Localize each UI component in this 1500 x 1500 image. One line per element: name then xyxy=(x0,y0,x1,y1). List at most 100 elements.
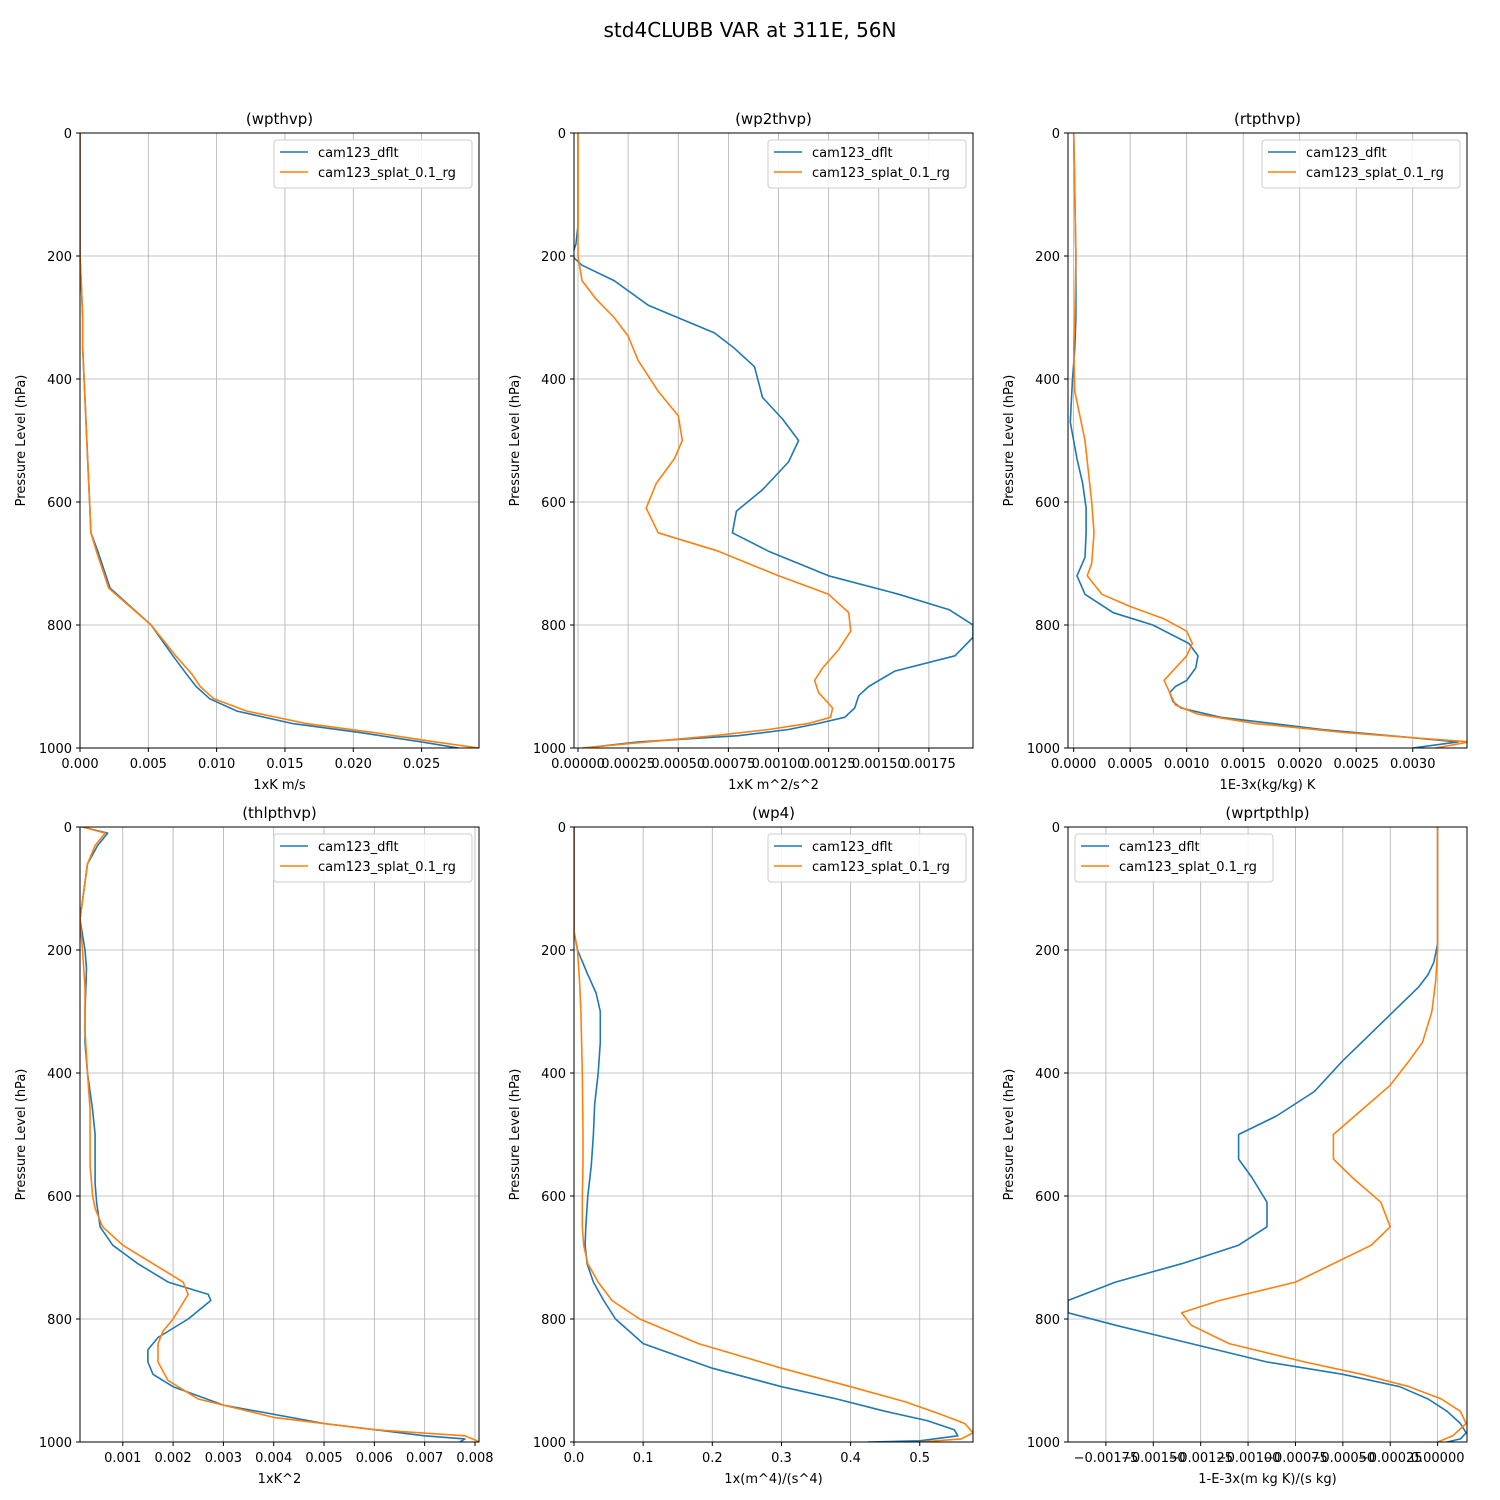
x-tick-label: 0.010 xyxy=(198,757,235,772)
y-tick-label: 800 xyxy=(47,1313,72,1328)
panel-title: (thlpthvp) xyxy=(242,804,317,822)
x-tick-label: 0.0000 xyxy=(1051,757,1097,772)
x-tick-label: 0.0020 xyxy=(1277,757,1323,772)
y-tick-label: 400 xyxy=(1035,373,1060,388)
x-tick-label: 0.008 xyxy=(456,1451,493,1466)
y-axis-label: Pressure Level (hPa) xyxy=(1002,375,1017,507)
y-tick-label: 600 xyxy=(1035,496,1060,511)
x-tick-label: 0.00100 xyxy=(752,757,806,772)
x-tick-label: 0.3 xyxy=(771,1451,792,1466)
figure-title: std4CLUBB VAR at 311E, 56N xyxy=(604,18,897,42)
x-axis-label: 1E-3x(kg/kg) K xyxy=(1220,778,1316,793)
x-tick-label: 0.1 xyxy=(633,1451,654,1466)
legend-label: cam123_dflt xyxy=(812,146,893,161)
panel-title: (wprtpthlp) xyxy=(1225,804,1309,822)
y-tick-label: 800 xyxy=(1035,619,1060,634)
y-tick-label: 0 xyxy=(558,821,566,836)
x-axis-label: 1xK^2 xyxy=(258,1472,302,1487)
y-tick-label: 800 xyxy=(541,1313,566,1328)
x-tick-label: 0.5 xyxy=(909,1451,930,1466)
x-axis-label: 1xK m/s xyxy=(253,778,306,793)
legend-label: cam123_dflt xyxy=(318,146,399,161)
y-tick-label: 400 xyxy=(47,373,72,388)
y-tick-label: 1000 xyxy=(1027,1436,1060,1451)
panel-title: (wpthvp) xyxy=(246,110,313,128)
y-axis-label: Pressure Level (hPa) xyxy=(14,375,29,507)
x-tick-label: 0.007 xyxy=(406,1451,443,1466)
y-tick-label: 800 xyxy=(47,619,72,634)
y-tick-label: 0 xyxy=(64,821,72,836)
x-tick-label: 0.0030 xyxy=(1390,757,1436,772)
y-tick-label: 600 xyxy=(47,496,72,511)
x-tick-label: 0.00150 xyxy=(852,757,906,772)
y-tick-label: 1000 xyxy=(533,742,566,757)
y-axis-label: Pressure Level (hPa) xyxy=(1002,1069,1017,1201)
x-tick-label: 0.000 xyxy=(61,757,98,772)
y-tick-label: 400 xyxy=(541,1067,566,1082)
x-tick-label: 0.005 xyxy=(305,1451,342,1466)
y-tick-label: 600 xyxy=(541,1190,566,1205)
legend-label: cam123_dflt xyxy=(812,840,893,855)
y-axis-label: Pressure Level (hPa) xyxy=(14,1069,29,1201)
x-tick-label: 0.0010 xyxy=(1164,757,1210,772)
x-tick-label: 0.020 xyxy=(335,757,372,772)
x-tick-label: 0.0025 xyxy=(1333,757,1379,772)
x-axis-label: 1-E-3x(m kg K)/(s kg) xyxy=(1198,1472,1336,1487)
y-tick-label: 0 xyxy=(558,127,566,142)
legend-label: cam123_splat_0.1_rg xyxy=(1119,860,1257,875)
legend-label: cam123_splat_0.1_rg xyxy=(1306,166,1444,181)
panel-title: (rtpthvp) xyxy=(1234,110,1301,128)
y-tick-label: 600 xyxy=(47,1190,72,1205)
y-axis-label: Pressure Level (hPa) xyxy=(508,375,523,507)
x-tick-label: 0.0 xyxy=(564,1451,585,1466)
y-tick-label: 1000 xyxy=(39,1436,72,1451)
y-tick-label: 200 xyxy=(1035,944,1060,959)
x-tick-label: 0.00125 xyxy=(802,757,856,772)
legend: cam123_dflt cam123_splat_0.1_rg xyxy=(274,834,472,882)
x-tick-label: 0.001 xyxy=(104,1451,141,1466)
x-tick-label: 0.005 xyxy=(130,757,167,772)
y-tick-label: 1000 xyxy=(39,742,72,757)
x-tick-label: 0.003 xyxy=(205,1451,242,1466)
legend-label: cam123_splat_0.1_rg xyxy=(812,166,950,181)
y-tick-label: 800 xyxy=(541,619,566,634)
y-tick-label: 400 xyxy=(541,373,566,388)
x-tick-label: 0.025 xyxy=(403,757,440,772)
x-tick-label: 0.002 xyxy=(154,1451,191,1466)
y-tick-label: 200 xyxy=(1035,250,1060,265)
panel-title: (wp4) xyxy=(752,804,795,822)
y-tick-label: 0 xyxy=(1052,821,1060,836)
y-tick-label: 0 xyxy=(1052,127,1060,142)
figure: std4CLUBB VAR at 311E, 56N 0.000 0.005 0.0… xyxy=(0,0,1500,1500)
y-tick-label: 400 xyxy=(1035,1067,1060,1082)
legend-label: cam123_splat_0.1_rg xyxy=(318,860,456,875)
y-tick-label: 0 xyxy=(64,127,72,142)
y-tick-label: 400 xyxy=(47,1067,72,1082)
legend-label: cam123_dflt xyxy=(1119,840,1200,855)
x-tick-label: 0.004 xyxy=(255,1451,292,1466)
x-tick-label: 0.4 xyxy=(840,1451,861,1466)
y-tick-label: 200 xyxy=(541,250,566,265)
x-tick-label: 0.00075 xyxy=(702,757,756,772)
x-tick-label: 0.00175 xyxy=(902,757,956,772)
panel-title: (wp2thvp) xyxy=(735,110,812,128)
y-tick-label: 200 xyxy=(541,944,566,959)
x-tick-label: 0.015 xyxy=(266,757,303,772)
y-tick-label: 200 xyxy=(47,944,72,959)
x-tick-label: 0.006 xyxy=(356,1451,393,1466)
legend: cam123_dflt cam123_splat_0.1_rg xyxy=(768,140,966,188)
x-tick-label: 0.00000 xyxy=(551,757,605,772)
x-tick-label: 0.00000 xyxy=(1411,1451,1465,1466)
y-tick-label: 1000 xyxy=(533,1436,566,1451)
legend: cam123_dflt cam123_splat_0.1_rg xyxy=(768,834,966,882)
x-tick-label: 0.00050 xyxy=(651,757,705,772)
legend-label: cam123_splat_0.1_rg xyxy=(318,166,456,181)
y-tick-label: 600 xyxy=(541,496,566,511)
y-tick-label: 200 xyxy=(47,250,72,265)
y-tick-label: 600 xyxy=(1035,1190,1060,1205)
y-tick-label: 800 xyxy=(1035,1313,1060,1328)
y-tick-label: 1000 xyxy=(1027,742,1060,757)
legend-label: cam123_splat_0.1_rg xyxy=(812,860,950,875)
x-tick-label: 0.00025 xyxy=(601,757,655,772)
legend: cam123_dflt cam123_splat_0.1_rg xyxy=(1262,140,1460,188)
